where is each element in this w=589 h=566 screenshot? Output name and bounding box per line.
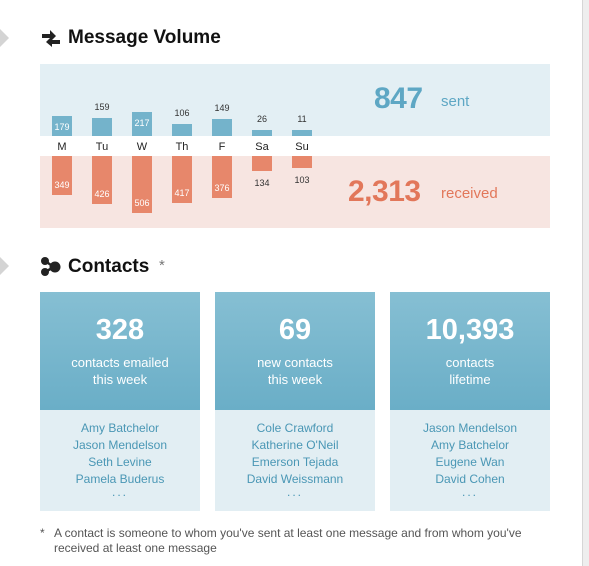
received-value-label: 417	[174, 187, 190, 198]
contact-card: 10,393 contacts lifetime Jason Mendelson…	[390, 292, 550, 511]
day-label: M	[57, 141, 67, 153]
contact-name-link[interactable]: Jason Mendelson	[422, 421, 518, 435]
card-caption-line: contacts emailed	[71, 355, 169, 370]
received-value-label: 506	[134, 197, 150, 208]
card-count: 69	[278, 314, 312, 346]
sent-bar	[52, 115, 72, 136]
day-label: Sa	[255, 141, 269, 153]
card-header: 328 contacts emailed this week	[40, 292, 200, 410]
received-value-label: 376	[214, 183, 230, 194]
day-label: F	[218, 141, 226, 153]
received-bar	[52, 156, 72, 196]
day-label: Tu	[95, 141, 109, 153]
contact-name-link[interactable]: Katherine O'Neil	[251, 438, 339, 452]
card-header: 10,393 contacts lifetime	[390, 292, 550, 410]
sent-value-label: 159	[94, 102, 110, 113]
card-contact-list: Amy Batchelor Jason Mendelson Seth Levine P…	[40, 410, 200, 511]
section-notch	[0, 257, 9, 275]
day-label: Su	[295, 141, 309, 153]
sent-bar	[132, 111, 152, 136]
card-caption-line: this week	[267, 372, 323, 387]
received-bar	[132, 156, 152, 213]
received-value-label: 426	[94, 188, 110, 199]
card-contact-list: Cole Crawford Katherine O'Neil Emerson Tej…	[215, 410, 375, 511]
more-contacts-link[interactable]: ...	[461, 485, 478, 499]
sent-bar	[172, 124, 192, 136]
card-caption-line: new contacts	[257, 355, 333, 370]
contact-card: 69 new contacts this week Cole Crawford K…	[215, 292, 375, 511]
contact-name-link[interactable]: Amy Batchelor	[80, 421, 160, 435]
card-caption: contacts lifetime	[390, 354, 550, 388]
received-value-label: 103	[294, 174, 310, 185]
footnote-text: A contact is someone to whom you've sent…	[54, 526, 522, 555]
card-count: 10,393	[425, 314, 515, 346]
sent-value-label: 179	[54, 121, 70, 132]
received-bar	[92, 156, 112, 204]
day-label: W	[136, 141, 148, 153]
sent-bar	[92, 118, 112, 136]
received-value-label: 349	[54, 180, 70, 191]
contact-name-link[interactable]: Amy Batchelor	[430, 438, 510, 452]
card-caption-line: this week	[92, 372, 148, 387]
received-bar	[292, 156, 312, 168]
contact-name-link[interactable]: David Cohen	[435, 472, 505, 486]
received-bar	[252, 156, 272, 171]
contacts-title: Contacts	[68, 256, 150, 277]
contact-name-link[interactable]: Jason Mendelson	[72, 438, 168, 452]
sent-value-label: 217	[134, 117, 150, 128]
sent-value-label: 106	[174, 108, 190, 119]
contact-name-link[interactable]: David Weissmann	[246, 472, 344, 486]
sent-bar	[252, 130, 272, 136]
contact-name-link[interactable]: Seth Levine	[88, 455, 152, 469]
sent-value-label: 11	[297, 114, 307, 124]
contact-name-link[interactable]: Eugene Wan	[435, 455, 505, 469]
sent-label: sent	[441, 93, 470, 110]
contact-card: 328 contacts emailed this week Amy Batch…	[40, 292, 200, 511]
sent-total: 847	[374, 82, 423, 115]
more-contacts-link[interactable]: ...	[286, 485, 303, 499]
contact-name-link[interactable]: Pamela Buderus	[75, 472, 165, 486]
received-band	[40, 156, 550, 228]
swap-arrows-icon	[42, 30, 60, 47]
received-bar	[172, 156, 192, 203]
received-label: received	[441, 185, 498, 202]
card-contact-list: Jason Mendelson Amy Batchelor Eugene Wan Da…	[390, 410, 550, 511]
footnote-asterisk: *	[40, 526, 45, 540]
sent-band	[40, 64, 550, 136]
card-caption-line: contacts	[445, 355, 495, 370]
card-count: 328	[95, 314, 145, 346]
contact-name-link[interactable]: Cole Crawford	[256, 421, 334, 435]
card-caption: new contacts this week	[215, 354, 375, 388]
contacts-asterisk: *	[159, 257, 165, 274]
received-value-label: 134	[254, 178, 270, 188]
message-volume-title: Message Volume	[68, 27, 221, 48]
sent-value-label: 26	[256, 114, 267, 124]
received-bar	[212, 156, 232, 199]
more-contacts-link[interactable]: ...	[111, 485, 128, 499]
day-label: Th	[175, 141, 189, 153]
section-notch	[0, 29, 9, 47]
molecule-icon	[41, 257, 61, 276]
message-volume-chart: 179 349 159 426 217 506 106 417 149 376 26 134 11 103…	[40, 64, 550, 228]
card-caption-line: lifetime	[449, 372, 491, 387]
sent-value-label: 149	[214, 103, 230, 114]
received-total: 2,313	[348, 175, 421, 208]
card-caption: contacts emailed this week	[40, 354, 200, 388]
contact-name-link[interactable]: Emerson Tejada	[251, 455, 339, 469]
card-header: 69 new contacts this week	[215, 292, 375, 410]
sent-bar	[292, 130, 312, 136]
sent-bar	[212, 119, 232, 136]
